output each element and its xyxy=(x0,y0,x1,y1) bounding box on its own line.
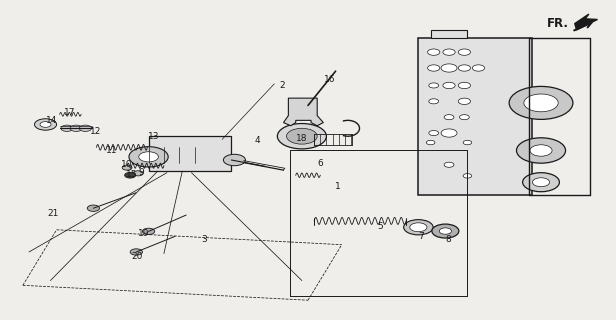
Text: 14: 14 xyxy=(46,116,57,125)
Circle shape xyxy=(444,115,454,120)
Circle shape xyxy=(133,171,143,176)
Polygon shape xyxy=(575,14,598,30)
Circle shape xyxy=(530,145,552,156)
Circle shape xyxy=(509,86,573,119)
Text: 7: 7 xyxy=(418,232,424,241)
Circle shape xyxy=(458,49,471,55)
Circle shape xyxy=(458,82,471,89)
Circle shape xyxy=(432,224,459,238)
Circle shape xyxy=(429,131,439,136)
Text: 17: 17 xyxy=(64,108,76,117)
Circle shape xyxy=(428,49,440,55)
Circle shape xyxy=(428,65,440,71)
Text: 18: 18 xyxy=(296,134,307,143)
Text: 1: 1 xyxy=(334,182,340,191)
Circle shape xyxy=(129,147,168,167)
Circle shape xyxy=(224,154,245,166)
Text: 19: 19 xyxy=(138,229,150,238)
Text: 2: 2 xyxy=(280,81,285,90)
Circle shape xyxy=(61,125,73,132)
Circle shape xyxy=(277,124,326,149)
Text: 13: 13 xyxy=(148,132,159,141)
Circle shape xyxy=(443,82,455,89)
Circle shape xyxy=(122,165,132,170)
Text: 10: 10 xyxy=(121,160,133,169)
Circle shape xyxy=(463,174,472,178)
Circle shape xyxy=(286,128,317,144)
Circle shape xyxy=(87,205,100,212)
Circle shape xyxy=(429,83,439,88)
Circle shape xyxy=(70,125,83,132)
FancyArrowPatch shape xyxy=(574,22,591,30)
FancyBboxPatch shape xyxy=(148,136,232,171)
Circle shape xyxy=(516,138,565,163)
Circle shape xyxy=(458,65,471,71)
Circle shape xyxy=(458,98,471,105)
Circle shape xyxy=(124,172,136,178)
Circle shape xyxy=(532,178,549,187)
Circle shape xyxy=(444,162,454,167)
Circle shape xyxy=(441,64,457,72)
Polygon shape xyxy=(283,98,323,126)
Text: 11: 11 xyxy=(106,146,118,155)
Text: 20: 20 xyxy=(132,252,143,261)
Text: 12: 12 xyxy=(89,127,101,136)
Text: FR.: FR. xyxy=(546,17,569,30)
Text: 16: 16 xyxy=(324,75,335,84)
Text: 8: 8 xyxy=(445,236,451,244)
Circle shape xyxy=(40,122,51,127)
Circle shape xyxy=(460,115,469,120)
Circle shape xyxy=(139,152,158,162)
Circle shape xyxy=(34,119,57,130)
Circle shape xyxy=(443,49,455,55)
Text: 6: 6 xyxy=(317,159,323,168)
Circle shape xyxy=(439,228,452,234)
Text: 15: 15 xyxy=(126,170,137,179)
Circle shape xyxy=(429,99,439,104)
Circle shape xyxy=(524,94,558,112)
Circle shape xyxy=(472,65,485,71)
Circle shape xyxy=(522,173,559,192)
Text: 21: 21 xyxy=(48,209,59,219)
FancyBboxPatch shape xyxy=(431,30,468,38)
Circle shape xyxy=(130,249,142,255)
Circle shape xyxy=(142,228,155,235)
Text: 4: 4 xyxy=(255,136,261,146)
Circle shape xyxy=(79,125,92,132)
Text: 9: 9 xyxy=(139,168,144,177)
Circle shape xyxy=(410,223,427,232)
Circle shape xyxy=(463,140,472,145)
Circle shape xyxy=(441,129,457,137)
Text: 5: 5 xyxy=(378,222,383,231)
Circle shape xyxy=(426,140,435,145)
Circle shape xyxy=(403,220,433,235)
Text: 3: 3 xyxy=(201,235,206,244)
FancyBboxPatch shape xyxy=(418,38,532,195)
